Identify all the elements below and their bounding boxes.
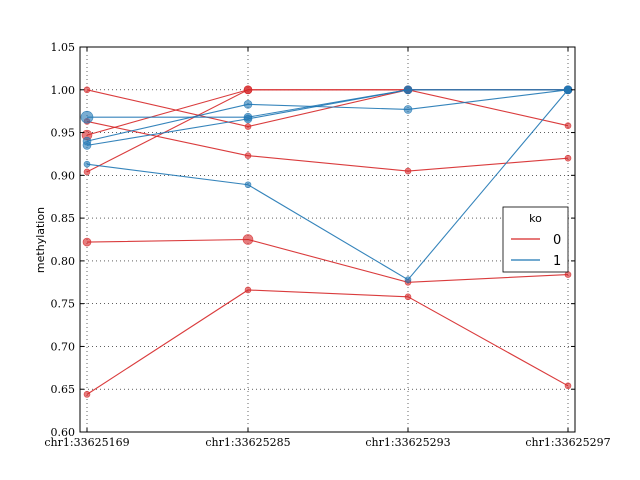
data-point	[564, 154, 572, 162]
data-point	[244, 152, 252, 159]
data-point	[564, 271, 572, 278]
series-line	[86, 238, 569, 283]
series-3	[83, 85, 573, 176]
series-line	[87, 89, 568, 118]
legend: ko 0 1	[502, 206, 569, 273]
series-line	[86, 89, 568, 146]
data-point	[564, 86, 572, 94]
x-tick-label: chr1:33625285	[205, 436, 290, 449]
data-point	[82, 237, 92, 247]
data-point	[243, 100, 253, 109]
plot-area-frame	[79, 46, 576, 433]
data-point	[564, 122, 572, 130]
data-point	[82, 141, 92, 150]
series-line	[86, 89, 569, 128]
series-lines	[80, 85, 573, 398]
y-tick-label: 0.65	[51, 383, 76, 396]
y-tick-label: 1.00	[51, 84, 76, 97]
data-point	[404, 167, 412, 175]
x-axis-ticks: chr1:33625169 chr1:33625285 chr1:33625293 c…	[44, 47, 611, 449]
data-point	[244, 181, 252, 189]
data-point	[243, 85, 253, 95]
series-line	[86, 89, 568, 136]
legend-title: ko	[529, 212, 542, 225]
data-point	[83, 168, 91, 176]
data-point	[83, 86, 91, 94]
data-point	[564, 382, 572, 390]
series-line	[86, 89, 569, 281]
series-1	[83, 118, 572, 175]
data-point	[242, 234, 254, 245]
y-axis-label: methylation	[34, 207, 47, 273]
series-line	[86, 89, 568, 173]
y-tick-label: 0.70	[51, 340, 76, 353]
series-4	[82, 234, 572, 286]
y-tick-label: 1.05	[51, 41, 76, 54]
data-point	[244, 123, 252, 130]
data-point	[80, 110, 94, 124]
data-point	[243, 114, 253, 124]
data-point	[404, 276, 412, 284]
x-tick-label: chr1:33625169	[44, 436, 129, 449]
x-tick-label: chr1:33625297	[525, 436, 610, 449]
series-line	[86, 89, 569, 142]
legend-label-1: 1	[553, 254, 561, 269]
series-2	[81, 85, 573, 141]
x-tick-label: chr1:33625293	[365, 436, 450, 449]
y-axis-ticks: 0.60 0.65 0.70 0.75 0.80 0.85 0.90 0.95 1.00 1.05	[51, 41, 575, 439]
data-point	[403, 105, 413, 114]
data-point	[83, 160, 91, 168]
data-point	[83, 391, 91, 398]
y-tick-label: 0.75	[51, 298, 76, 311]
data-point	[403, 85, 413, 95]
y-tick-label: 0.80	[51, 255, 76, 268]
y-tick-label: 0.90	[51, 169, 76, 182]
y-tick-label: 0.95	[51, 127, 76, 140]
legend-label-0: 0	[553, 233, 561, 248]
series-5	[83, 286, 572, 398]
series-line	[86, 289, 569, 395]
data-point	[244, 286, 252, 294]
series-0	[83, 86, 572, 130]
y-tick-label: 0.60	[51, 426, 76, 439]
series-line	[86, 120, 569, 172]
series-9	[83, 86, 572, 284]
y-tick-label: 0.85	[51, 212, 76, 225]
data-point	[404, 293, 412, 301]
